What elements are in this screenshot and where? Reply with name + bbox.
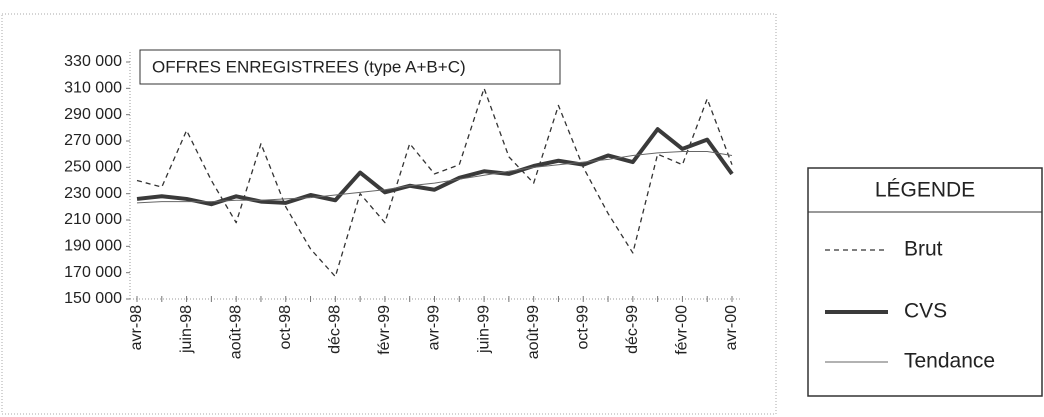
plot-frame [1, 13, 777, 415]
y-tick-label: 190 000 [64, 238, 122, 255]
x-tick-label: févr-99 [376, 305, 393, 355]
x-tick-label: avr-00 [723, 305, 740, 350]
series-line [136, 127, 734, 207]
x-tick-label: oct-98 [277, 305, 294, 350]
legend-label: Brut [904, 238, 943, 261]
y-tick-label: 270 000 [64, 132, 122, 149]
chart-title: OFFRES ENREGISTREES (type A+B+C) [152, 57, 466, 76]
x-tick-label: août-98 [227, 305, 244, 359]
x-tick-label: août-99 [525, 305, 542, 359]
x-tick-label: oct-99 [574, 305, 591, 350]
legend-title: LÉGENDE [875, 179, 975, 202]
y-tick-label: 230 000 [64, 185, 122, 202]
y-tick-label: 210 000 [64, 211, 122, 228]
x-tick-label: déc-98 [327, 305, 344, 354]
x-tick-label: déc-99 [624, 305, 641, 354]
legend-label: CVS [904, 300, 947, 323]
series-line [136, 151, 733, 204]
legend-box [807, 167, 1043, 397]
y-tick-label: 250 000 [64, 159, 122, 176]
title-box [139, 49, 561, 85]
x-tick-label: avr-99 [426, 305, 443, 350]
y-tick-label: 310 000 [64, 80, 122, 97]
x-tick-label: avr-98 [128, 305, 145, 350]
x-tick-label: févr-00 [674, 305, 691, 355]
x-tick-label: juin-98 [178, 305, 195, 354]
y-tick-label: 290 000 [64, 106, 122, 123]
legend-label: Tendance [904, 350, 995, 373]
x-tick-label: juin-99 [475, 305, 492, 354]
y-tick-label: 330 000 [64, 53, 122, 70]
y-tick-label: 170 000 [64, 264, 122, 281]
series-line [136, 87, 733, 278]
y-tick-label: 150 000 [64, 290, 122, 307]
